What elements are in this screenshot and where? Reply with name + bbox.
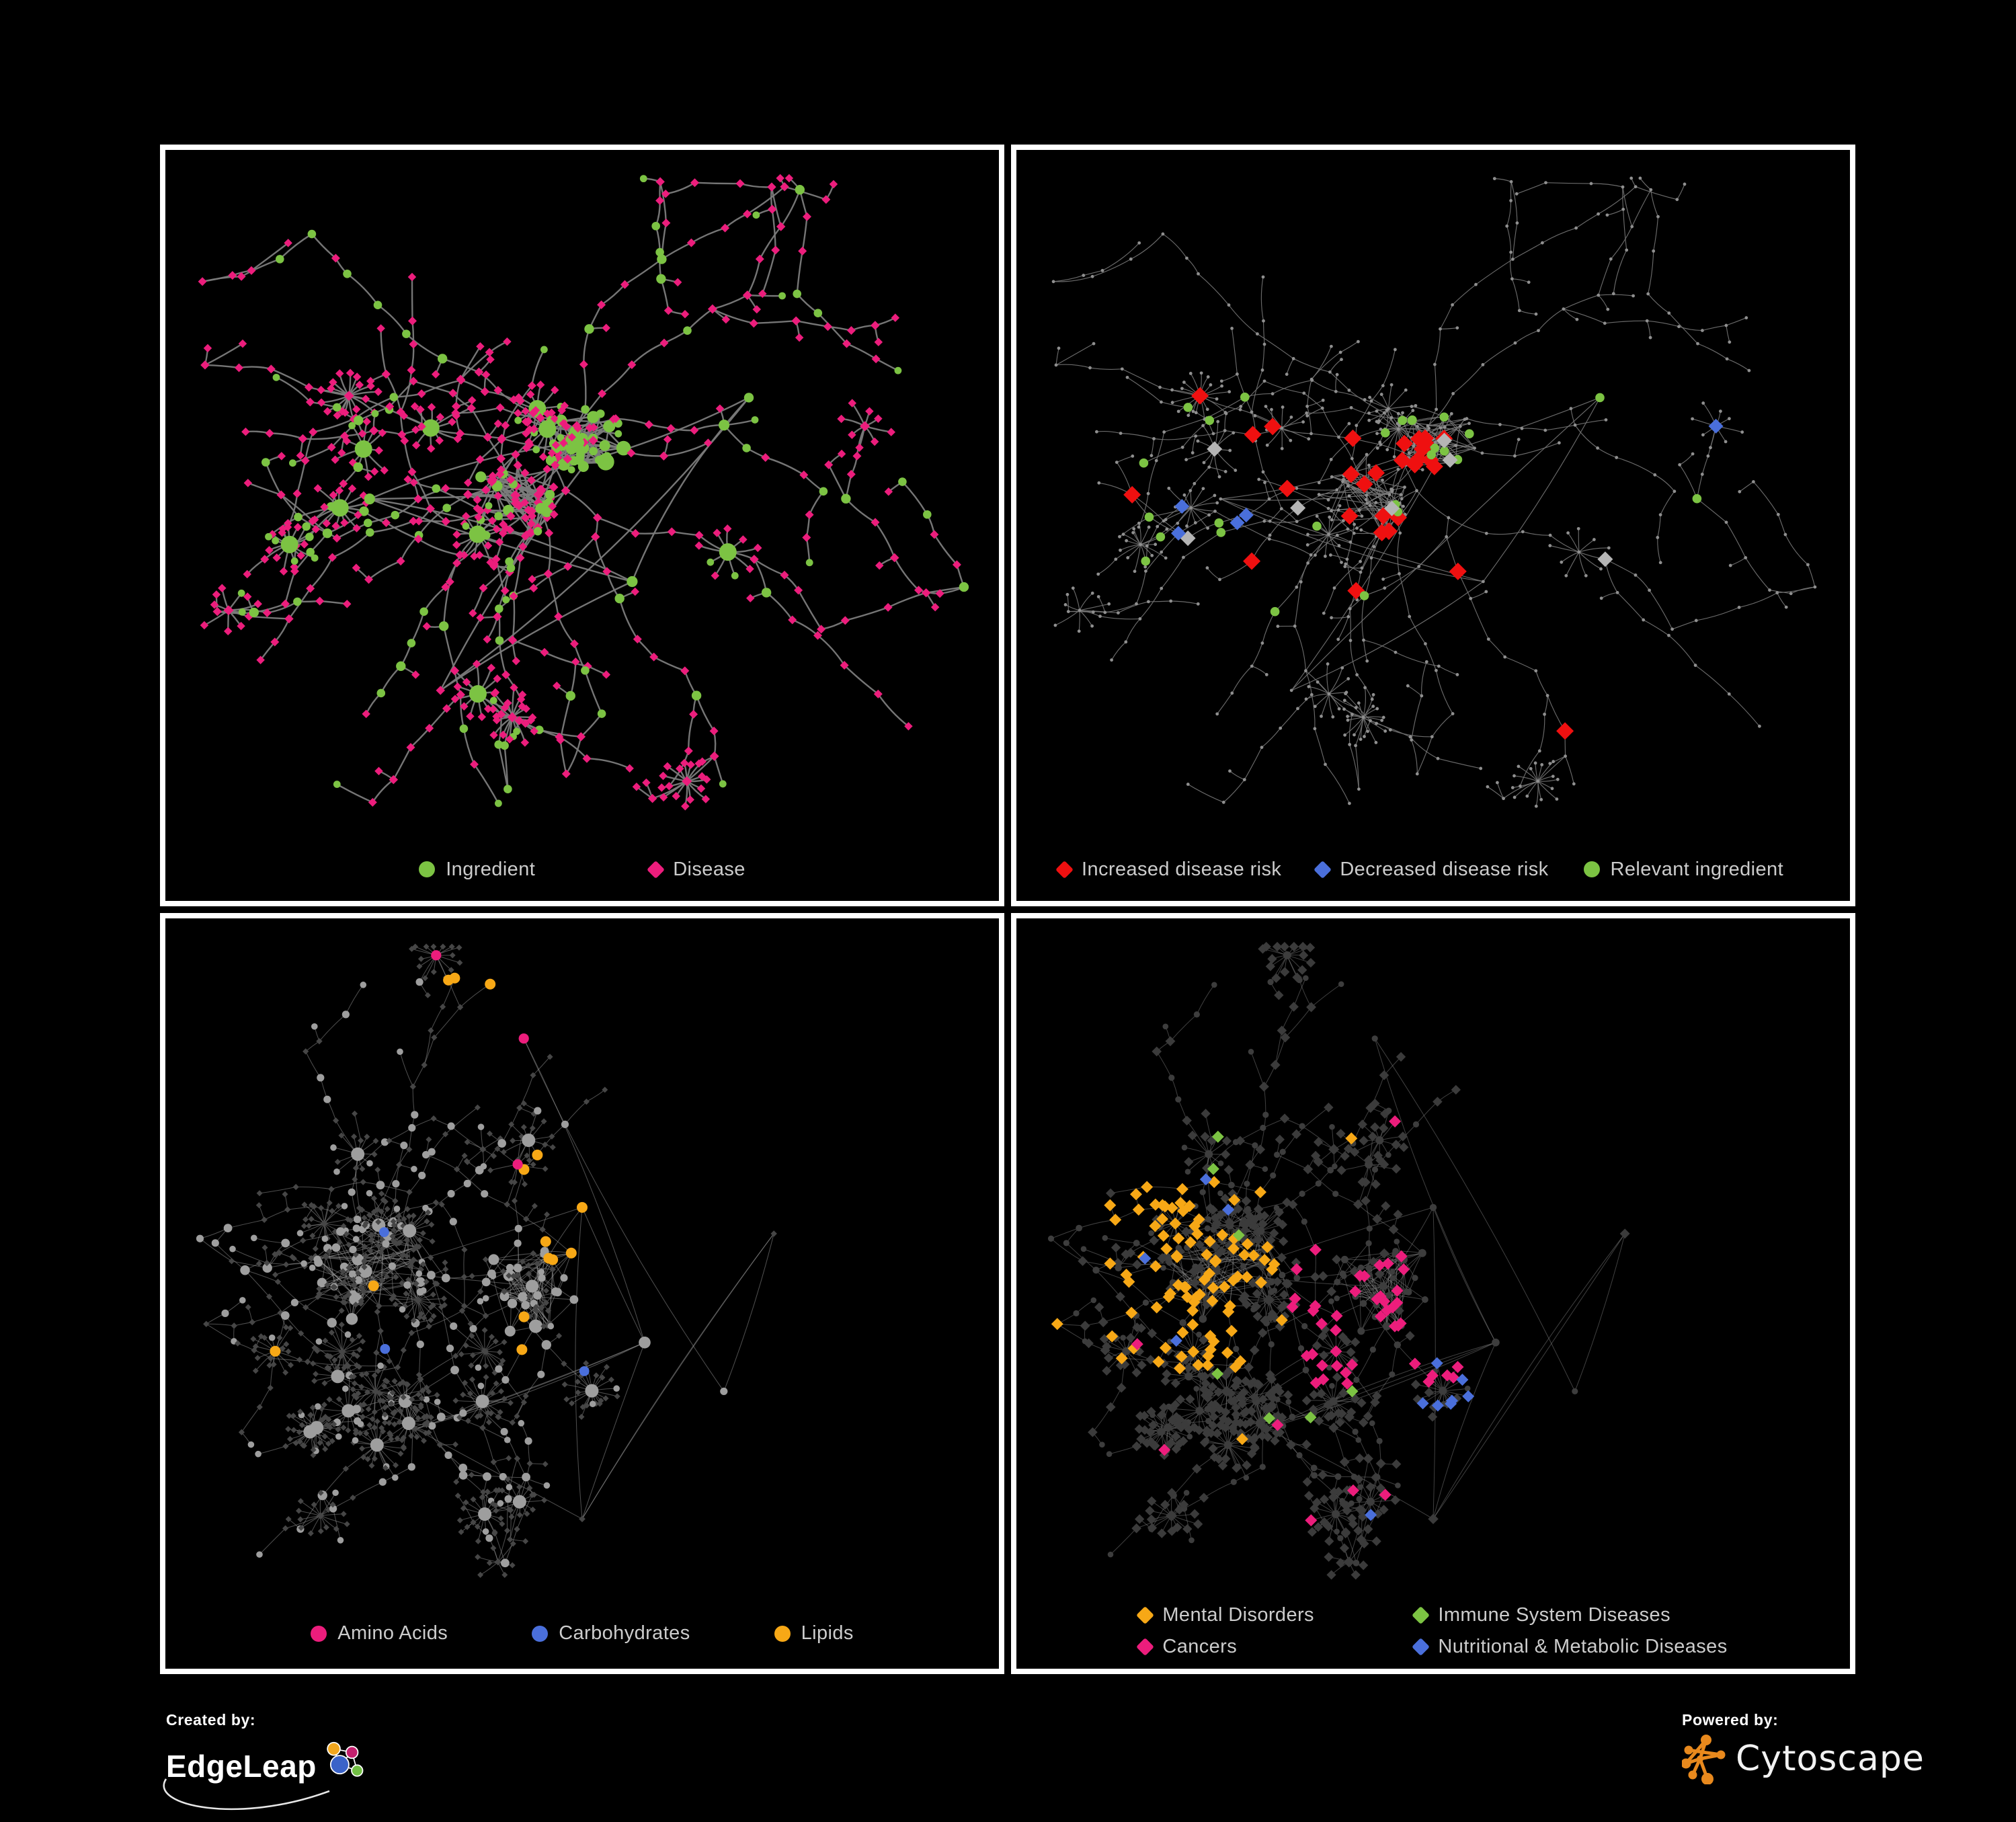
nutritional-metabolic-diamond-icon	[1412, 1638, 1430, 1656]
edgeleap-credit: Created by: EdgeLeap	[163, 1711, 368, 1811]
legend-nutrient-classes: Amino Acids Carbohydrates Lipids	[165, 1622, 999, 1645]
legend-item-disease: Disease	[647, 858, 745, 881]
network-canvas-nutrient-classes	[196, 943, 777, 1578]
powered-by-label: Powered by:	[1682, 1711, 1779, 1729]
legend-label: Cancers	[1162, 1636, 1238, 1657]
legend-item-immune-system-diseases: Immune System Diseases	[1412, 1604, 1727, 1626]
network-canvas-disease-risk	[1051, 176, 1817, 808]
increased-risk-diamond-icon	[1055, 860, 1074, 879]
legend-item-relevant-ingredient: Relevant ingredient	[1583, 858, 1784, 881]
legend-label: Ingredient	[446, 858, 536, 880]
legend-item-amino-acids: Amino Acids	[311, 1622, 448, 1645]
legend-label: Immune System Diseases	[1438, 1604, 1670, 1626]
immune-system-diamond-icon	[1412, 1606, 1430, 1624]
legend-label: Decreased disease risk	[1340, 858, 1549, 880]
lipids-circle-icon	[774, 1625, 791, 1642]
legend-label: Lipids	[801, 1622, 854, 1644]
legend-item-cancers: Cancers	[1136, 1636, 1387, 1658]
panel-ingredient-disease: Ingredient Disease	[160, 145, 1004, 906]
cancers-diamond-icon	[1136, 1638, 1155, 1656]
carbohydrates-circle-icon	[532, 1625, 549, 1642]
cytoscape-logo-text: Cytoscape	[1736, 1739, 1925, 1779]
legend-ingredient-disease: Ingredient Disease	[165, 859, 999, 881]
legend-item-lipids: Lipids	[774, 1622, 854, 1645]
panel-disease-categories: Mental Disorders Immune System Diseases …	[1011, 912, 1855, 1674]
legend-item-nutritional-metabolic-diseases: Nutritional & Metabolic Diseases	[1412, 1636, 1728, 1658]
panel-grid: Ingredient Disease Increased disease ris…	[160, 145, 1855, 1674]
mental-disorders-diamond-icon	[1136, 1606, 1155, 1624]
legend-disease-risk: Increased disease risk Decreased disease…	[1016, 859, 1850, 881]
legend-label: Carbohydrates	[559, 1622, 690, 1644]
disease-diamond-icon	[647, 860, 666, 879]
legend-item-mental-disorders: Mental Disorders	[1136, 1604, 1387, 1626]
legend-label: Nutritional & Metabolic Diseases	[1438, 1636, 1728, 1657]
legend-item-ingredient: Ingredient	[419, 859, 535, 881]
network-canvas-disease-categories	[1047, 941, 1630, 1580]
ingredient-circle-icon	[419, 861, 436, 877]
cytoscape-logo-icon	[1682, 1735, 1726, 1784]
edgeleap-logo-text: EdgeLeap	[166, 1749, 317, 1784]
legend-label: Mental Disorders	[1162, 1604, 1314, 1626]
legend-item-decreased-risk: Decreased disease risk	[1314, 858, 1549, 881]
legend-item-increased-risk: Increased disease risk	[1055, 858, 1282, 881]
cytoscape-credit: Powered by: Cytoscape	[1682, 1711, 1925, 1784]
panel-disease-risk: Increased disease risk Decreased disease…	[1011, 145, 1855, 906]
legend-item-carbohydrates: Carbohydrates	[532, 1622, 690, 1645]
amino-acids-circle-icon	[311, 1625, 327, 1642]
relevant-ingredient-circle-icon	[1583, 861, 1600, 877]
legend-label: Amino Acids	[337, 1622, 448, 1644]
panel-nutrient-classes: Amino Acids Carbohydrates Lipids	[160, 912, 1004, 1674]
legend-label: Relevant ingredient	[1610, 858, 1784, 880]
decreased-risk-diamond-icon	[1314, 860, 1332, 879]
legend-label: Disease	[673, 858, 745, 880]
created-by-label: Created by:	[166, 1711, 256, 1729]
network-canvas-ingredient-disease	[198, 173, 969, 811]
legend-label: Increased disease risk	[1082, 858, 1282, 880]
legend-disease-categories: Mental Disorders Immune System Diseases …	[1016, 1604, 1850, 1658]
edgeleap-network-logo-icon	[327, 1741, 364, 1777]
